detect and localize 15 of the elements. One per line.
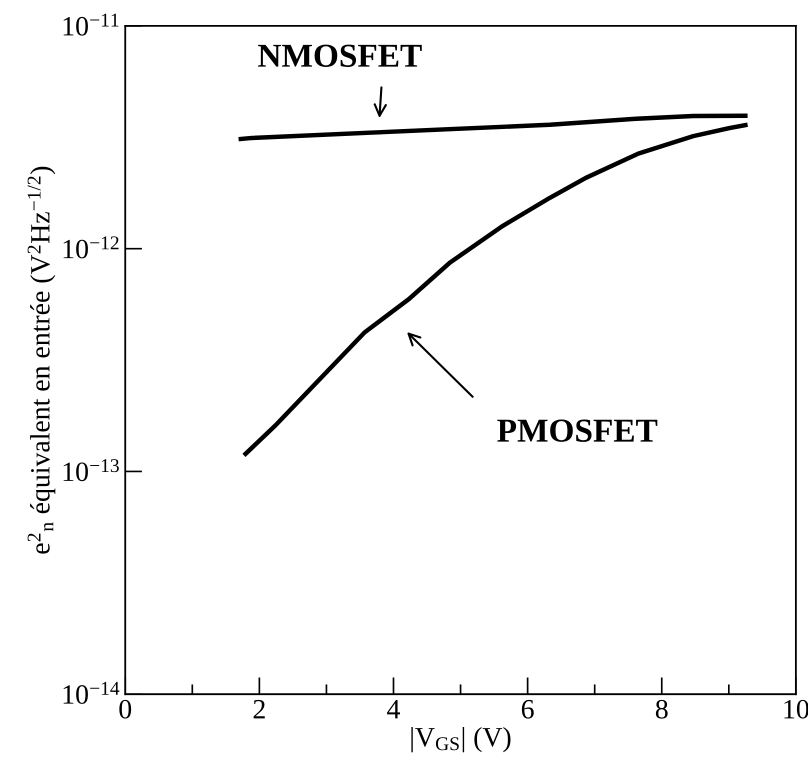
y-tick-label: 10$^{−13}$ [64, 459, 119, 482]
x-tick-label: 4 [387, 700, 400, 718]
y-tick-label: 10$^{−14}$ [64, 682, 120, 704]
line-series [236, 114, 750, 142]
line-series [242, 122, 750, 458]
x-axis-title: |V$_{GS}$| (V) [411, 727, 510, 752]
y-tick-label: 10$^{−12}$ [64, 236, 119, 258]
x-tick-label: 6 [522, 700, 534, 719]
annotation: PMOSFET [497, 420, 658, 442]
annotation: NMOSFET [258, 44, 422, 67]
y-tick-label: 10$^{−11}$ [64, 14, 118, 36]
y-axis-title: e$^{2}$$_{n}$ équivalent en entrée (V$^{2}$Hz$^{−1/2}$) [28, 166, 56, 554]
x-tick-label: 2 [254, 700, 265, 718]
x-tick-label: 8 [656, 700, 668, 719]
x-tick-label: 0 [119, 700, 132, 719]
